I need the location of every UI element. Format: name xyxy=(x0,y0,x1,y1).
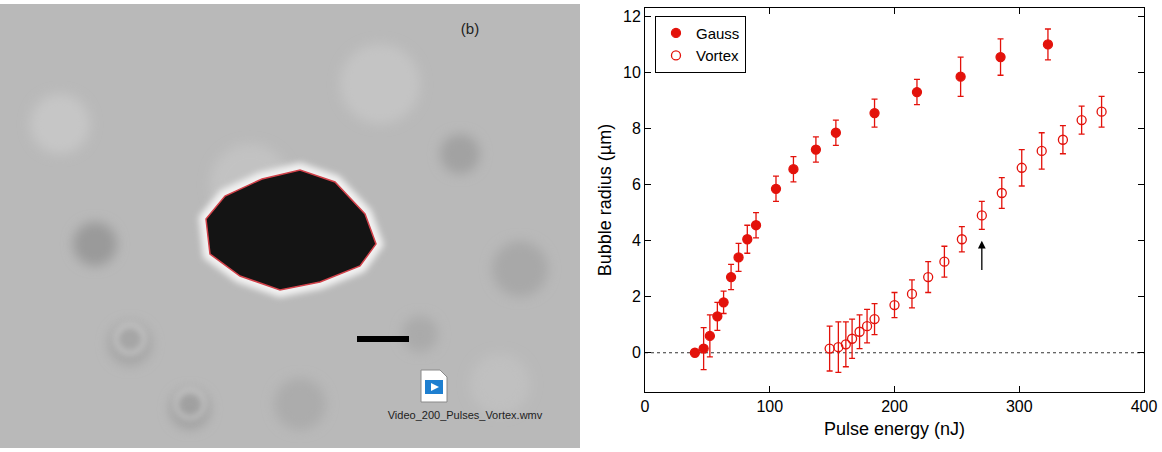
svg-text:0: 0 xyxy=(632,344,641,361)
svg-text:200: 200 xyxy=(881,398,908,415)
svg-text:300: 300 xyxy=(1006,398,1033,415)
svg-text:10: 10 xyxy=(623,64,641,81)
svg-text:Bubble radius (µm): Bubble radius (µm) xyxy=(595,124,615,276)
svg-text:(b): (b) xyxy=(461,20,479,37)
svg-text:6: 6 xyxy=(632,176,641,193)
svg-text:Gauss: Gauss xyxy=(696,25,739,42)
svg-text:100: 100 xyxy=(756,398,783,415)
svg-text:8: 8 xyxy=(632,120,641,137)
svg-text:Video_200_Pulses_Vortex.wmv: Video_200_Pulses_Vortex.wmv xyxy=(388,409,543,421)
svg-text:400: 400 xyxy=(1131,398,1158,415)
svg-text:Vortex: Vortex xyxy=(696,47,739,64)
svg-text:4: 4 xyxy=(632,232,641,249)
svg-text:12: 12 xyxy=(623,8,641,25)
svg-text:0: 0 xyxy=(641,398,650,415)
svg-text:2: 2 xyxy=(632,288,641,305)
svg-text:Pulse energy (nJ): Pulse energy (nJ) xyxy=(824,419,965,439)
